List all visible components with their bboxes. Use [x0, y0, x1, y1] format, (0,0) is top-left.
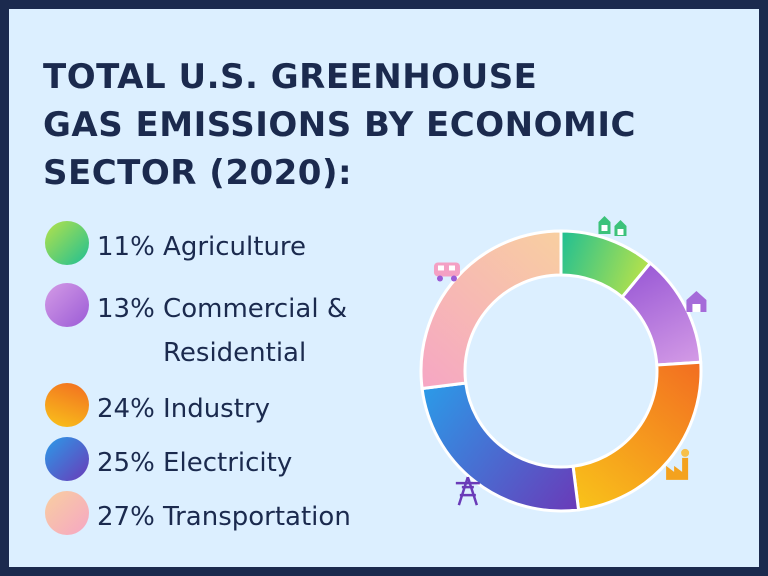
legend-text-agriculture: 11% Agriculture: [97, 232, 307, 262]
legend-label-electricity: 25% Electricity: [97, 441, 292, 485]
infographic-panel: TOTAL U.S. GREENHOUSE GAS EMISSIONS BY E…: [9, 9, 759, 567]
power-tower-icon: [455, 476, 480, 506]
factory-icon: [666, 448, 690, 480]
legend-text-electricity: 25% Electricity: [97, 448, 293, 478]
legend-label-agriculture: 11% Agriculture: [97, 225, 306, 269]
legend-label-industry: 24% Industry: [97, 387, 270, 431]
donut-slice-electricity: [420, 381, 581, 513]
vehicle-icon: [433, 262, 460, 282]
legend-label-transportation: 27% Transportation: [97, 495, 351, 539]
legend-text-transportation: 27% Transportation: [97, 502, 351, 532]
donut-slice-industry: [571, 360, 703, 512]
legend-swatch-transportation: [45, 491, 89, 535]
donut-chart: [419, 215, 707, 513]
house-icon: [686, 290, 707, 312]
chart-title: TOTAL U.S. GREENHOUSE GAS EMISSIONS BY E…: [43, 57, 636, 193]
legend-label-commercial-residential: 13% Commercial & Residential: [97, 287, 347, 375]
legend-swatch-commercial-residential: [45, 283, 89, 327]
legend-swatch-agriculture: [45, 221, 89, 265]
sector-icons: [433, 215, 707, 506]
barn-icon: [598, 215, 627, 236]
legend-swatch-industry: [45, 383, 89, 427]
legend-swatch-electricity: [45, 437, 89, 481]
legend-text-commercial-line2: Residential: [163, 338, 307, 368]
donut-slices: [419, 229, 703, 513]
donut-slice-transportation: [419, 229, 563, 391]
legend-text-industry: 24% Industry: [97, 394, 270, 424]
legend-text-commercial-line1: 13% Commercial &: [97, 294, 348, 324]
